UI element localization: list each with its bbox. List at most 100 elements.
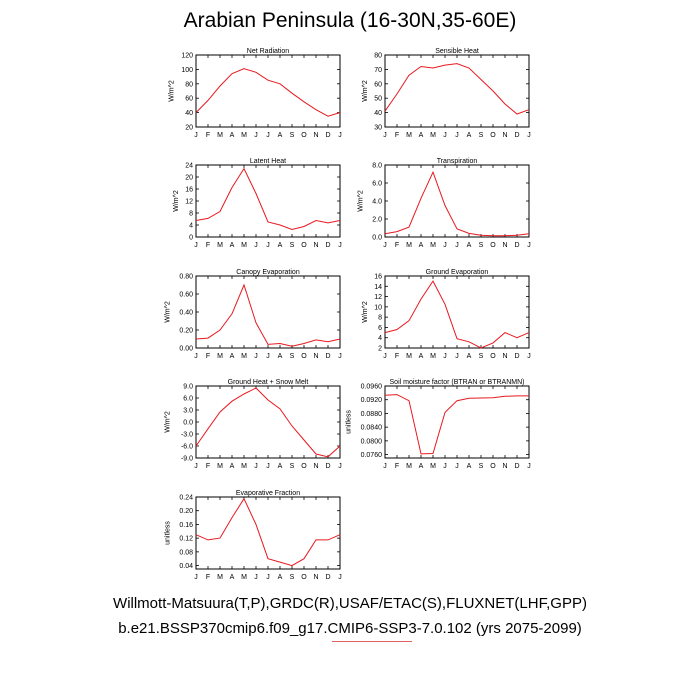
x-tick-label: M [241,353,247,360]
x-tick-label: M [406,463,412,470]
x-tick-label: D [325,574,330,581]
caption-case: b.e21.BSSP370cmip6.f09_g17.CMIP6-SSP3-7.… [118,620,582,637]
x-tick-label: S [290,242,295,249]
x-tick-label: D [325,132,330,139]
y-tick-label: 40 [374,110,382,117]
x-tick-label: M [217,353,223,360]
y-tick-label: 0.0 [372,235,382,242]
y-axis-label: W/m^2 [165,411,172,433]
x-tick-label: F [395,353,399,360]
x-tick-label: J [527,242,531,249]
x-tick-label: N [313,463,318,470]
x-tick-label: J [443,132,447,139]
x-tick-label: J [383,353,387,360]
x-tick-label: A [467,353,472,360]
x-tick-label: F [206,463,210,470]
x-tick-label: D [514,132,519,139]
x-tick-label: J [266,463,270,470]
x-tick-label: J [443,463,447,470]
x-tick-label: A [419,463,424,470]
y-tick-label: 4.0 [372,199,382,206]
y-tick-label: 0.08 [179,549,193,556]
x-tick-label: O [490,353,496,360]
x-tick-label: A [419,132,424,139]
x-tick-label: N [502,463,507,470]
x-tick-label: J [443,353,447,360]
x-tick-label: D [325,463,330,470]
y-tick-label: 0.00 [179,346,193,353]
x-tick-label: J [338,463,342,470]
x-tick-label: D [514,242,519,249]
y-tick-label: 80 [185,81,193,88]
panel-title: Ground Heat + Snow Melt [228,379,309,386]
y-tick-label: 80 [374,53,382,60]
x-tick-label: N [313,353,318,360]
x-tick-label: J [443,242,447,249]
plot-frame [384,54,530,128]
x-tick-label: S [290,353,295,360]
x-tick-label: M [406,242,412,249]
x-tick-label: O [301,574,307,581]
x-tick-label: J [338,574,342,581]
y-tick-label: 60 [185,96,193,103]
x-tick-label: J [527,132,531,139]
x-tick-label: F [395,132,399,139]
series-line [195,167,341,231]
x-tick-label: D [325,353,330,360]
plot-frame [195,275,341,349]
x-tick-label: J [194,574,198,581]
x-tick-label: O [490,463,496,470]
x-tick-label: F [395,463,399,470]
y-tick-label: 6 [378,325,382,332]
y-tick-label: -6.0 [181,444,193,451]
y-tick-label: 0 [189,235,193,242]
x-tick-label: S [479,242,484,249]
panel-title: Transpiration [437,158,478,165]
x-tick-label: N [502,132,507,139]
y-tick-label: 60 [374,81,382,88]
x-tick-label: A [419,353,424,360]
chart-panel-8: Soil moisture factor (BTRAN or BTRANMN) J… [345,379,530,470]
y-tick-label: 8 [378,315,382,322]
y-tick-label: 8 [189,211,193,218]
y-tick-label: 0.20 [179,508,193,515]
plot-frame [384,164,530,238]
panel-title: Net Radiation [247,48,290,55]
y-tick-label: 0.0960 [361,384,383,391]
panel-title: Canopy Evaporation [236,269,300,276]
y-tick-label: 4 [378,335,382,342]
x-tick-label: M [430,463,436,470]
x-tick-label: M [430,353,436,360]
y-tick-label: 2.0 [372,217,382,224]
y-tick-label: 30 [374,125,382,132]
y-tick-label: 100 [181,67,193,74]
x-tick-label: S [479,132,484,139]
x-tick-label: J [455,463,459,470]
x-tick-label: J [455,242,459,249]
y-tick-label: 0.20 [179,328,193,335]
x-tick-label: J [527,353,531,360]
y-tick-label: 10 [374,304,382,311]
x-tick-label: A [230,132,235,139]
y-axis-label: W/m^2 [358,190,365,212]
x-tick-label: J [527,463,531,470]
y-axis-label: W/m^2 [169,80,176,102]
x-tick-label: J [194,353,198,360]
x-tick-label: J [338,242,342,249]
x-tick-label: J [194,132,198,139]
x-tick-label: J [266,242,270,249]
y-tick-label: 6.0 [372,181,382,188]
x-tick-label: D [325,242,330,249]
plot-frame [384,385,530,459]
x-tick-label: J [254,132,258,139]
x-tick-label: J [383,463,387,470]
x-tick-label: J [338,353,342,360]
x-tick-label: S [479,353,484,360]
y-tick-label: 6.0 [183,396,193,403]
page-title: Arabian Peninsula (16-30N,35-60E) [183,9,517,32]
